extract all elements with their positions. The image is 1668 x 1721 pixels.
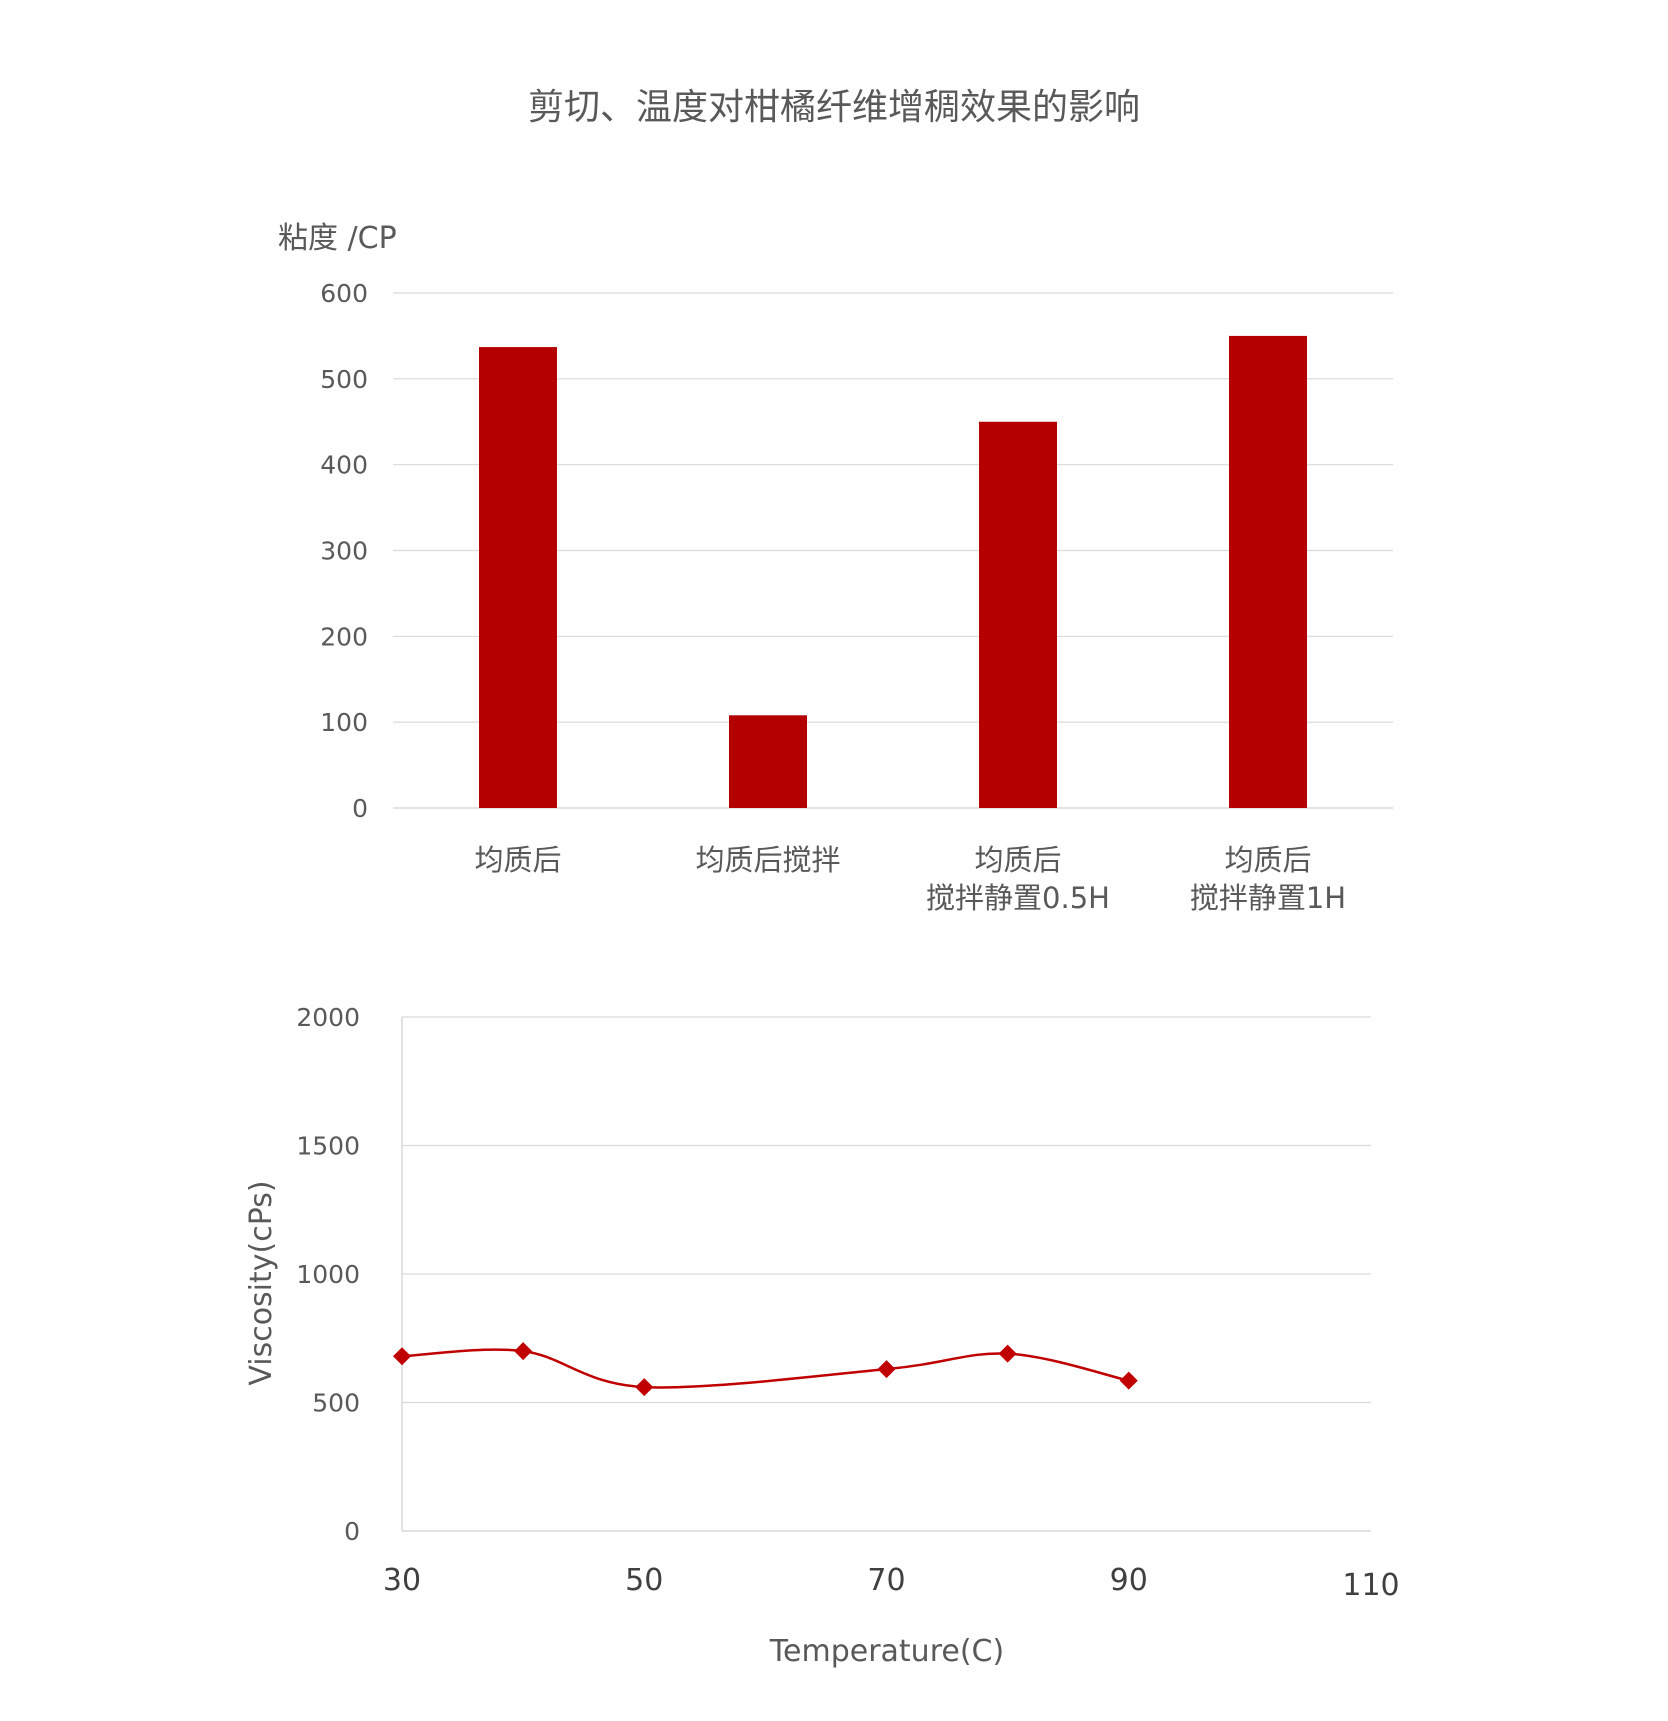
bar-category-label: 均质后 xyxy=(974,843,1061,877)
bar-chart: 粘度 /CP 0 100 200 300 400 500 600 均质后 均质后搅拌 均质后搅拌… xyxy=(278,221,1393,915)
line-y-tick-label: 1000 xyxy=(296,1260,360,1289)
bar-category-label: 均质后 xyxy=(1224,843,1311,877)
line-x-tick-label: 90 xyxy=(1110,1563,1148,1598)
bar-y-tick-label: 300 xyxy=(320,537,368,566)
line-chart-y-ticks: 0 500 1000 1500 2000 xyxy=(296,1003,360,1546)
bar-y-tick-label: 0 xyxy=(352,794,368,823)
bar-y-tick-label: 600 xyxy=(320,279,368,308)
line-y-tick-label: 1500 xyxy=(296,1132,360,1161)
bar-chart-y-axis-title: 粘度 /CP xyxy=(278,221,397,256)
line-y-tick-label: 500 xyxy=(312,1389,360,1418)
line-point-marker xyxy=(393,1347,411,1366)
line-point-marker xyxy=(1119,1371,1138,1390)
bar-category-label: 搅拌静置1H xyxy=(1190,881,1346,915)
bar xyxy=(479,347,557,808)
line-chart-y-axis-title: Viscosity(cPs) xyxy=(244,1180,279,1385)
line-point-marker xyxy=(877,1360,896,1379)
bar-y-tick-label: 100 xyxy=(320,708,368,737)
line-y-tick-label: 0 xyxy=(344,1517,360,1546)
line-x-tick-label: 110 xyxy=(1342,1568,1399,1603)
line-point-marker xyxy=(998,1344,1017,1363)
bar xyxy=(1229,335,1307,808)
bar-chart-bars xyxy=(479,335,1307,808)
bar-category-label: 搅拌静置0.5H xyxy=(926,881,1110,915)
line-chart-points xyxy=(393,1342,1138,1397)
line-chart: 0 500 1000 1500 2000 30 50 70 90 110 Temperature… xyxy=(244,1003,1400,1669)
line-x-tick-label: 70 xyxy=(867,1563,905,1598)
bar-category-label: 均质后搅拌 xyxy=(695,843,840,877)
line-x-tick-label: 50 xyxy=(625,1563,663,1598)
line-chart-x-axis-title: Temperature(C) xyxy=(769,1634,1004,1669)
bar-chart-gridlines xyxy=(393,292,1393,809)
bar xyxy=(729,715,807,808)
line-y-tick-label: 2000 xyxy=(296,1003,360,1032)
line-point-marker xyxy=(635,1378,654,1397)
line-point-marker xyxy=(514,1342,533,1361)
page-title: 剪切、温度对柑橘纤维增稠效果的影响 xyxy=(527,87,1140,128)
bar-category-label: 均质后 xyxy=(474,843,561,877)
line-chart-x-ticks: 30 50 70 90 110 xyxy=(383,1563,1400,1603)
bar-y-tick-label: 500 xyxy=(320,365,368,394)
line-chart-series-line xyxy=(401,1348,1130,1389)
bar-y-tick-label: 200 xyxy=(320,622,368,651)
bar xyxy=(979,421,1057,808)
line-chart-gridlines xyxy=(402,1016,1371,1532)
line-x-tick-label: 30 xyxy=(383,1563,421,1598)
bar-chart-y-ticks: 0 100 200 300 400 500 600 xyxy=(320,279,368,823)
bar-y-tick-label: 400 xyxy=(320,451,368,480)
